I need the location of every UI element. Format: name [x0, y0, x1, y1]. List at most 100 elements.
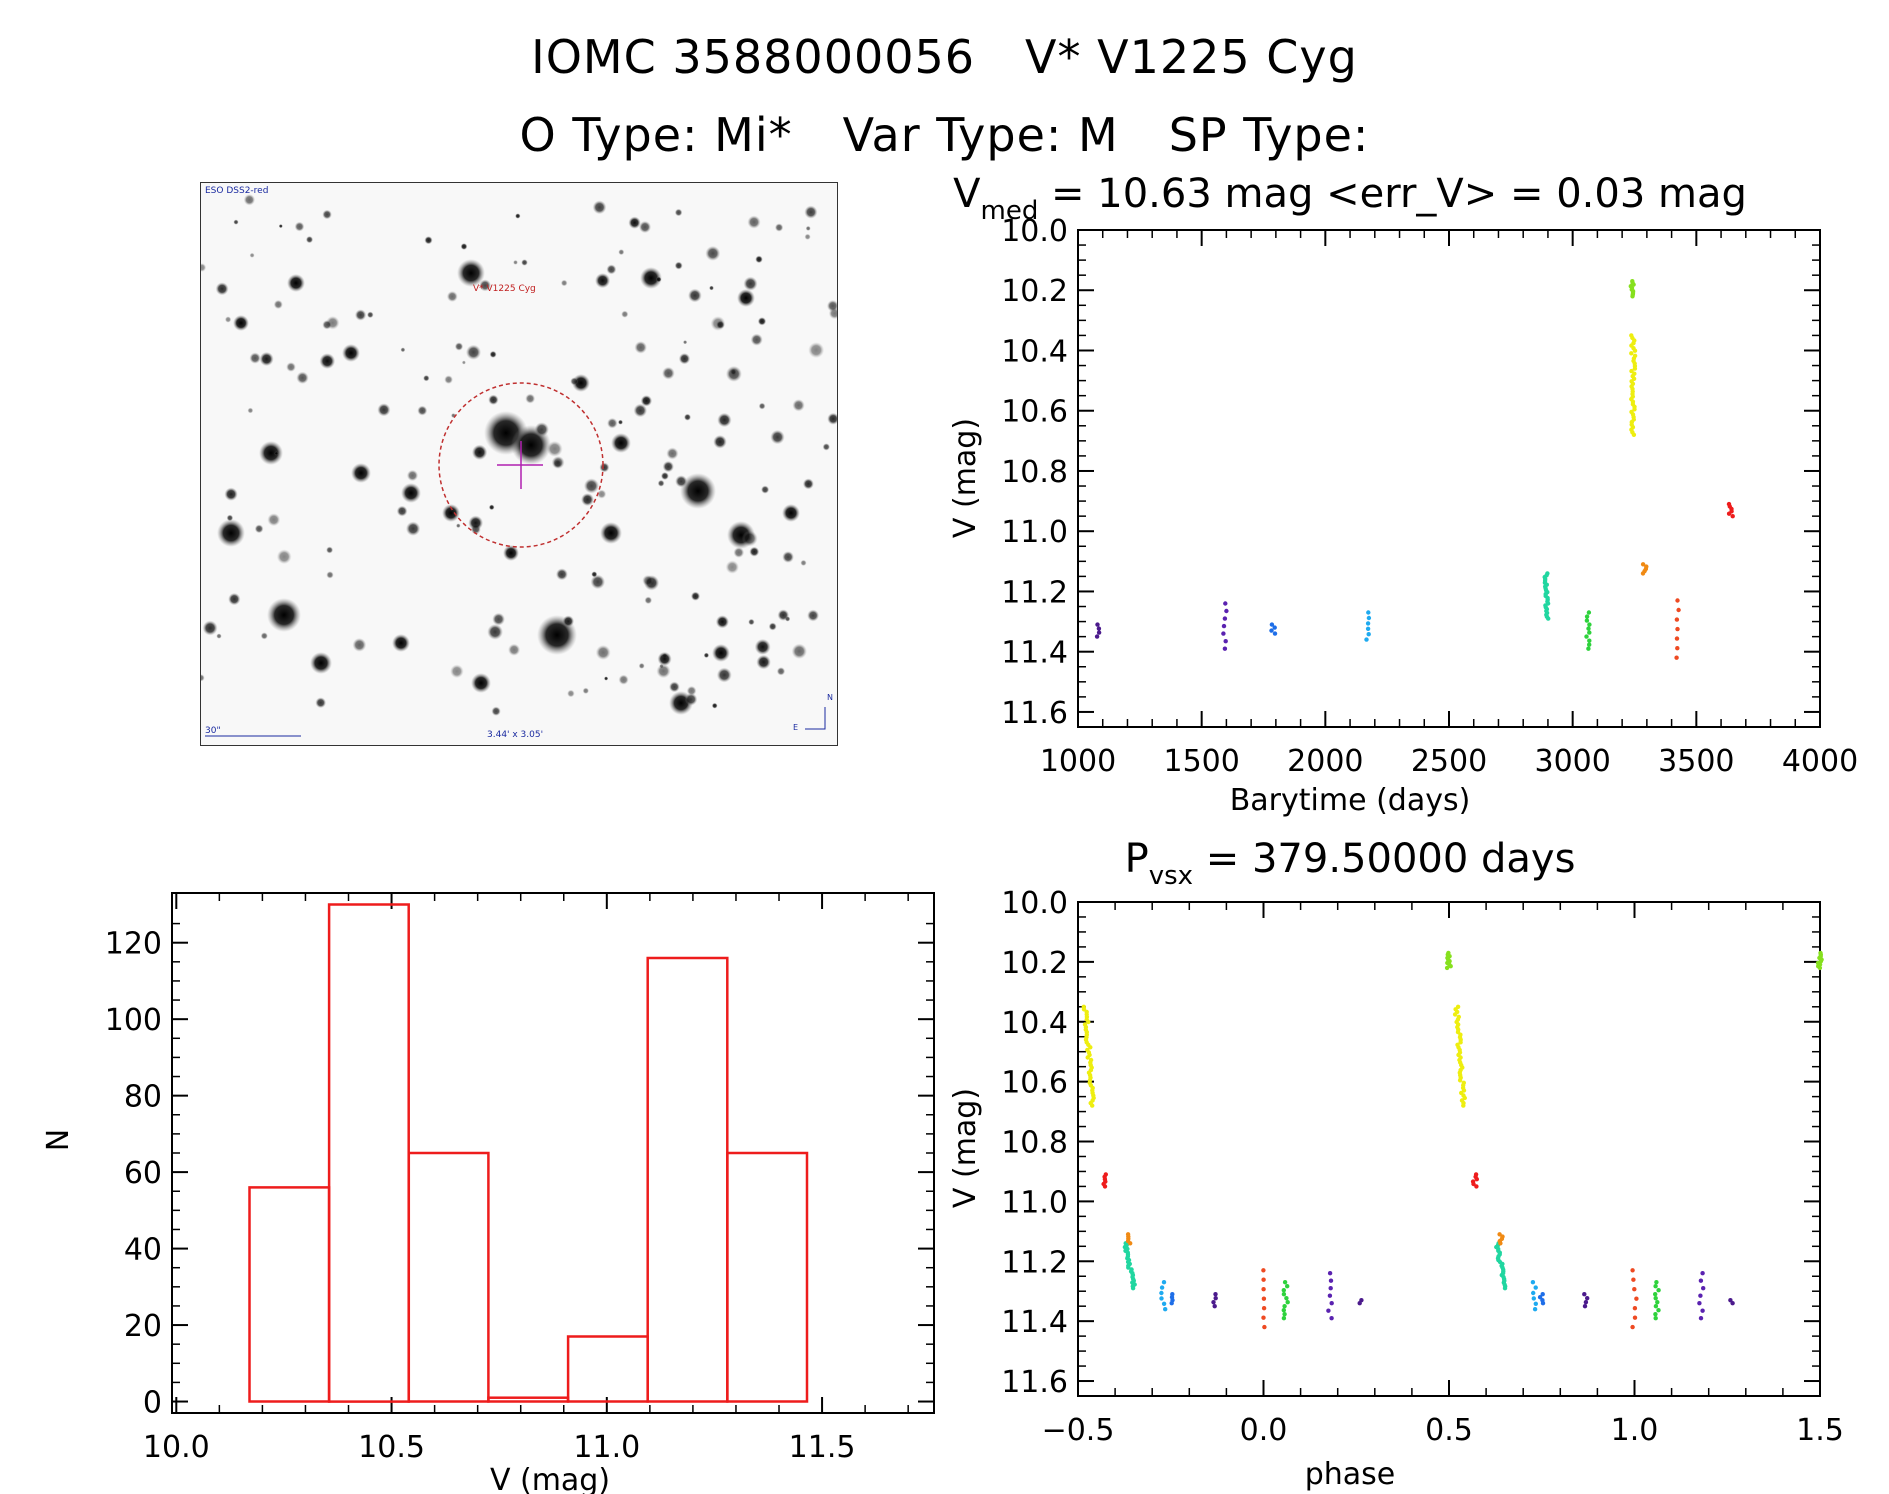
- finder-star: [822, 443, 830, 451]
- finder-star: [546, 440, 563, 457]
- light-curve-point: [1366, 610, 1371, 615]
- finder-star: [310, 652, 332, 674]
- finder-star: [233, 219, 239, 225]
- finder-star: [712, 644, 730, 662]
- histogram-xtick-label: 10.5: [358, 1430, 425, 1465]
- phased-curve-frame: [1077, 901, 1821, 1397]
- histogram-ytick-label: 120: [105, 927, 162, 962]
- finder-star: [471, 673, 491, 693]
- finder-star: [352, 638, 367, 652]
- phased-curve-point: [1328, 1286, 1333, 1291]
- finder-star: [782, 551, 794, 563]
- phased-curve-point: [1532, 1307, 1538, 1312]
- finder-star: [267, 598, 301, 632]
- object-type: O Type: Mi*: [519, 108, 793, 162]
- finder-star: [768, 622, 777, 631]
- target-label: V* V1225 Cyg: [473, 284, 536, 294]
- finder-star: [618, 419, 623, 425]
- finder-star: [713, 435, 727, 449]
- phased-curve-point: [1461, 1088, 1467, 1093]
- phased-curve-point: [1533, 1285, 1538, 1290]
- light-curve-ytick-label: 11.0: [1001, 515, 1068, 550]
- finder-star: [711, 702, 718, 709]
- phased-curve-point: [1653, 1312, 1658, 1317]
- light-curve-point: [1631, 432, 1637, 437]
- finder-star: [638, 220, 652, 234]
- light-curve-point: [1632, 348, 1638, 353]
- finder-star: [733, 547, 745, 558]
- phased-curve-ytick-label: 10.8: [1001, 1126, 1068, 1161]
- light-curve-point: [1674, 617, 1680, 622]
- light-curve-xtick-label: 4000: [1782, 744, 1858, 779]
- light-curve-xtick-label: 1500: [1163, 744, 1239, 779]
- finder-star: [454, 342, 464, 351]
- light-curve-xtick-label: 2500: [1411, 744, 1487, 779]
- light-curve-ylabel: V (mag): [948, 418, 983, 538]
- phased-curve-point: [1654, 1280, 1659, 1285]
- light-curve-point: [1272, 631, 1278, 636]
- histogram-ytick-label: 80: [124, 1080, 162, 1115]
- light-curve-xlabel: Barytime (days): [1230, 783, 1471, 818]
- finder-star: [684, 693, 698, 706]
- light-curve-point: [1365, 626, 1371, 631]
- light-curve-point: [1587, 638, 1592, 643]
- finder-star: [226, 514, 234, 522]
- histogram-bar: [646, 956, 729, 1403]
- light-curve-point: [1222, 646, 1228, 651]
- phased-curve-point: [1159, 1285, 1165, 1290]
- phased-curve-point: [1583, 1300, 1589, 1305]
- light-curve-point: [1269, 622, 1275, 627]
- phased-curve-point: [1457, 1078, 1463, 1083]
- phased-curve-point: [1537, 1295, 1543, 1300]
- finder-star: [468, 515, 484, 531]
- finder-star: [595, 645, 611, 660]
- phased-curve-point: [1656, 1288, 1661, 1293]
- finder-star: [662, 366, 675, 380]
- finder-star: [642, 574, 654, 587]
- phased-curve-ytick-label: 11.4: [1001, 1305, 1068, 1340]
- finder-star: [678, 353, 691, 365]
- light-curve-point: [1640, 562, 1646, 567]
- finder-star: [249, 252, 255, 258]
- phased-curve-ytick-label: 10.0: [1001, 886, 1068, 921]
- light-curve-point: [1675, 598, 1680, 603]
- finder-star: [555, 568, 568, 581]
- finder-star: [657, 479, 665, 487]
- light-curve-point: [1586, 610, 1592, 615]
- light-curve-ytick-label: 10.4: [1001, 334, 1068, 369]
- finder-star: [591, 571, 598, 578]
- light-curve-point: [1365, 621, 1371, 626]
- finder-star: [807, 609, 820, 622]
- finder-star: [525, 393, 536, 404]
- finder-star: [634, 341, 647, 354]
- finder-star: [675, 475, 688, 488]
- phased-curve-point: [1531, 1296, 1537, 1301]
- finder-star: [606, 264, 617, 275]
- phased-curve-point: [1632, 1315, 1638, 1320]
- finder-star: [202, 620, 218, 636]
- phased-curve-point: [1159, 1296, 1164, 1301]
- finder-star: [567, 689, 575, 698]
- light-curve-title: Vmed = 10.63 mag <err_V> = 0.03 mag: [953, 171, 1747, 226]
- phased-curve-point: [1102, 1184, 1108, 1189]
- finder-star: [396, 505, 408, 517]
- phased-curve-point: [1261, 1287, 1266, 1292]
- finder-star: [638, 662, 645, 669]
- finder-star: [705, 245, 721, 261]
- phased-curve-point: [1128, 1241, 1133, 1246]
- phased-curve-xtick-label: 0.5: [1425, 1413, 1473, 1448]
- finder-star: [657, 651, 672, 666]
- phased-curve-point: [1700, 1271, 1705, 1276]
- histogram-ytick-label: 100: [105, 1003, 162, 1038]
- phased-curve-title: Pvsx = 379.50000 days: [1125, 836, 1576, 891]
- finder-star: [276, 549, 292, 565]
- phased-curve-point: [1282, 1304, 1287, 1309]
- phased-curve-xtick-label: 0.0: [1240, 1413, 1288, 1448]
- histogram-ytick-label: 40: [124, 1233, 162, 1268]
- light-curve-frame: [1077, 229, 1821, 728]
- light-curve-point: [1586, 646, 1591, 651]
- phased-curve-point: [1461, 1103, 1466, 1108]
- finder-star: [406, 469, 419, 482]
- finder-star: [247, 407, 254, 414]
- finder-star: [260, 632, 268, 640]
